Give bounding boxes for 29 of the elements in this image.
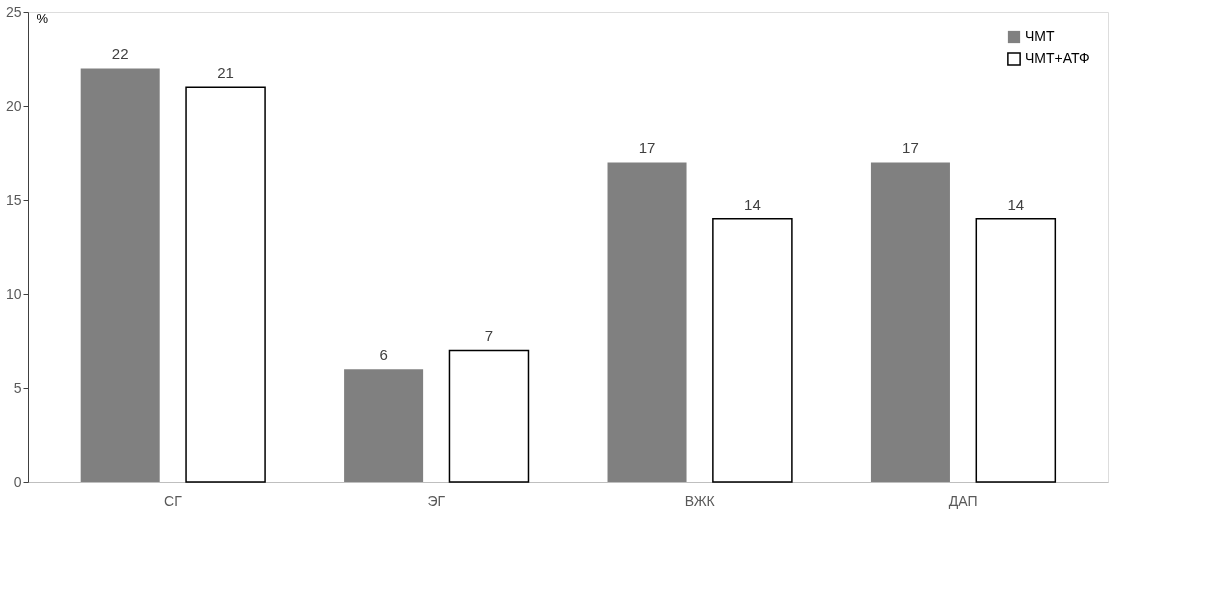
- y-tick-label: 10: [5, 285, 22, 302]
- data-label: 17: [902, 139, 919, 157]
- legend-label: ЧМТ+АТФ: [1025, 50, 1090, 66]
- bar: [870, 162, 950, 482]
- y-axis-title: %: [36, 10, 49, 26]
- bar: [607, 162, 687, 482]
- legend-label: ЧМТ: [1025, 28, 1055, 44]
- y-tick-label: 25: [5, 3, 22, 20]
- x-tick-label: ДАП: [948, 492, 978, 509]
- bar: [712, 218, 793, 483]
- data-label: 14: [744, 195, 761, 213]
- bar: [185, 86, 266, 483]
- x-tick-label: СГ: [164, 492, 183, 509]
- data-label: 22: [111, 45, 129, 63]
- x-tick-label: ЭГ: [427, 492, 446, 509]
- y-tick-label: 5: [13, 379, 22, 396]
- y-tick-label: 20: [5, 97, 22, 114]
- y-tick-label: 0: [13, 473, 22, 490]
- data-label: 17: [638, 139, 656, 157]
- bar: [975, 218, 1057, 483]
- data-label: 6: [379, 346, 388, 364]
- data-label: 21: [217, 64, 234, 82]
- data-label: 14: [1007, 195, 1025, 213]
- data-label: 7: [484, 327, 494, 345]
- bar: [448, 349, 530, 483]
- x-tick-label: ВЖК: [684, 492, 716, 509]
- bar: [344, 369, 424, 482]
- bar: [80, 68, 160, 482]
- y-tick-label: 15: [5, 191, 22, 208]
